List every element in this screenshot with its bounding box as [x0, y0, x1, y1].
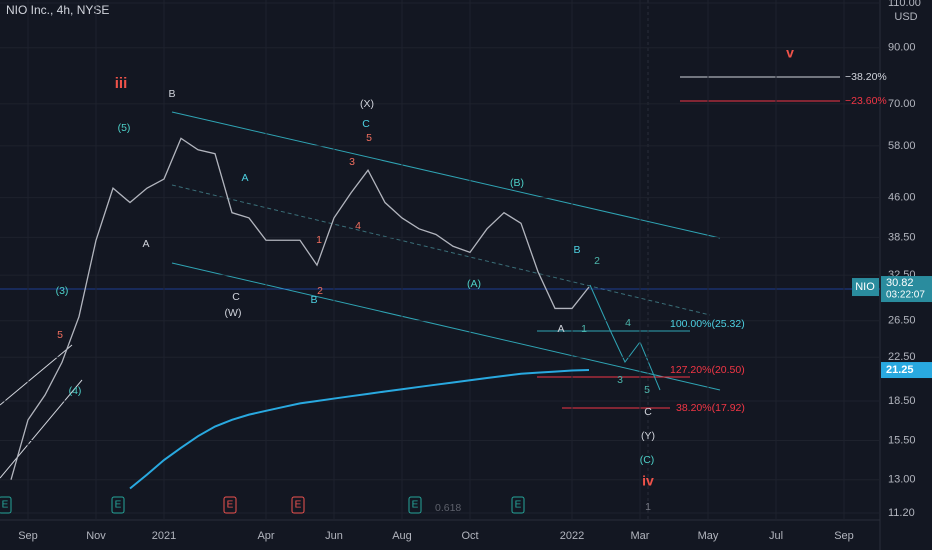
wedge-line [0, 379, 83, 479]
wave-label: iv [642, 473, 654, 489]
x-tick-label: Apr [257, 530, 274, 542]
earnings-label: E [295, 500, 302, 511]
fib-label: −23.60% [845, 95, 887, 107]
y-tick-label: 11.20 [888, 507, 915, 519]
y-tick-label: 13.00 [888, 474, 916, 486]
x-tick-label: 2022 [560, 530, 584, 542]
y-tick-label: 46.00 [888, 192, 916, 204]
symbol-label: NIO [855, 281, 875, 293]
x-tick-label: Jun [325, 530, 343, 542]
x-tick-label: Oct [461, 530, 478, 542]
fib-label: 38.20%(17.92) [676, 402, 745, 414]
wave-label: 5 [366, 132, 372, 144]
wave-label: 5 [644, 384, 650, 396]
wave-label: C [644, 406, 652, 418]
y-tick-label: 58.00 [888, 140, 916, 152]
wave-label: B [168, 88, 175, 100]
unit-label: USD [894, 11, 917, 23]
wave-label: (X) [360, 98, 374, 110]
wave-label: B [573, 244, 580, 256]
wave-label: B [310, 294, 317, 306]
wedge-line [0, 344, 73, 406]
wave-label: v [786, 45, 794, 61]
y-tick-label: 38.50 [888, 231, 916, 243]
wave-label: (5) [118, 122, 131, 134]
x-tick-label: May [698, 530, 719, 542]
drawings [0, 0, 880, 520]
series-line [129, 369, 590, 490]
earnings-label: E [2, 500, 9, 511]
wave-label: C [232, 291, 240, 303]
chart-title: NIO Inc., 4h, NYSE [6, 3, 109, 17]
earnings-label: E [227, 500, 234, 511]
wave-label: (Y) [641, 430, 655, 442]
wave-label: 2 [317, 285, 323, 297]
y-tick-label: 15.50 [888, 434, 916, 446]
fib-label: 127.20%(20.50) [670, 364, 745, 376]
wave-label: 1 [581, 323, 587, 335]
wave-label: 1 [645, 501, 651, 513]
channel-line [171, 262, 721, 391]
y-tick-label: 110.00 [888, 0, 921, 9]
ma-label: 21.25 [886, 364, 914, 376]
wave-label: 1 [316, 234, 322, 246]
x-tick-label: Nov [86, 530, 106, 542]
y-tick-label: 18.50 [888, 395, 916, 407]
wave-label: A [557, 323, 564, 335]
wave-label: A [142, 238, 149, 250]
x-tick-label: Sep [18, 530, 38, 542]
wave-label: 4 [625, 317, 631, 329]
wave-label: (4) [69, 385, 82, 397]
earnings-label: E [115, 500, 122, 511]
wave-label: iii [115, 75, 128, 92]
x-tick-label: Mar [631, 530, 650, 542]
wave-label: (A) [467, 278, 481, 290]
y-tick-label: 22.50 [888, 351, 916, 363]
wave-label: 4 [355, 220, 361, 232]
price-tag [881, 276, 932, 303]
fib-label: 0.618 [435, 502, 461, 514]
earnings-label: E [412, 500, 419, 511]
projection-path [589, 284, 661, 391]
wave-label: A [241, 172, 248, 184]
channel-mid [171, 184, 711, 316]
wave-label: (W) [225, 307, 242, 319]
fib-label: −38.20% [845, 71, 887, 83]
y-tick-label: 26.50 [888, 315, 916, 327]
x-tick-label: Aug [392, 530, 412, 542]
symbol-tag [852, 278, 879, 297]
fib-label: 100.00%(25.32) [670, 318, 745, 330]
wave-label: 2 [594, 255, 600, 267]
wave-label: (C) [640, 454, 655, 466]
wave-label: 5 [57, 329, 63, 341]
x-tick-label: 2021 [152, 530, 176, 542]
countdown-label: 03:22:07 [886, 290, 925, 301]
earnings-marker [223, 496, 237, 514]
x-tick-label: Sep [834, 530, 854, 542]
earnings-marker [408, 496, 422, 514]
y-tick-label: 90.00 [888, 42, 916, 54]
y-tick-label: 70.00 [888, 98, 916, 110]
earnings-label: E [515, 500, 522, 511]
wave-label: 3 [617, 374, 623, 386]
earnings-marker [0, 496, 12, 514]
series-line [10, 137, 590, 480]
earnings-marker [291, 496, 305, 514]
earnings-marker [111, 496, 125, 514]
earnings-marker [511, 496, 525, 514]
wave-label: 3 [349, 156, 355, 168]
x-tick-label: Jul [769, 530, 783, 542]
channel-line [171, 111, 721, 239]
wave-label: (B) [510, 177, 524, 189]
wave-label: (3) [56, 285, 69, 297]
price-label: 30.82 [886, 277, 914, 289]
ma-tag [881, 362, 932, 379]
wave-label: C [362, 118, 370, 130]
